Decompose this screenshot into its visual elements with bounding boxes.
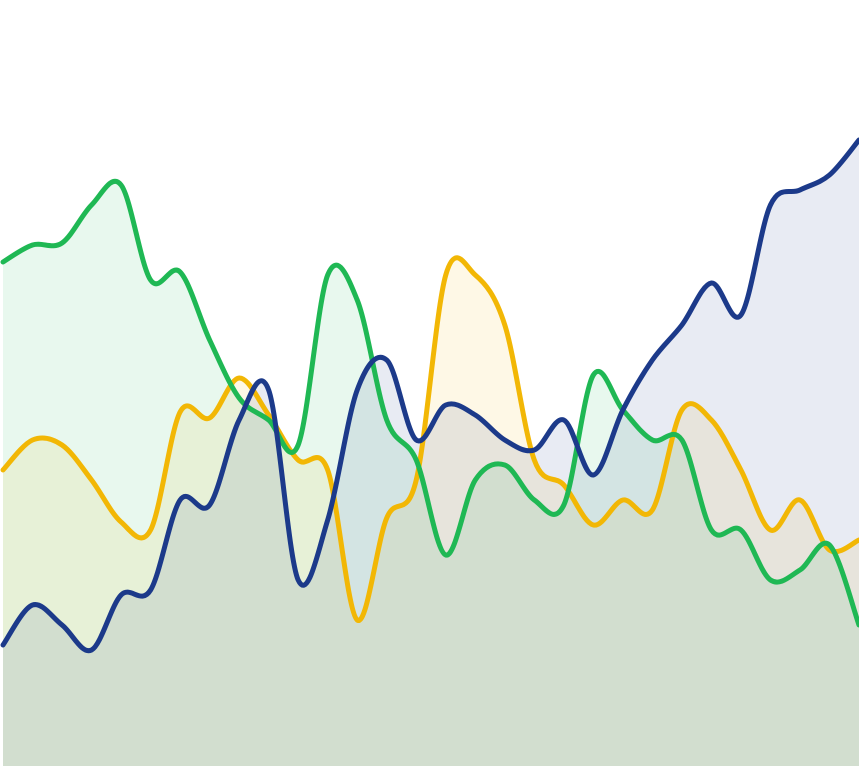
area (3, 140, 859, 766)
line (0, 179, 859, 628)
area (3, 181, 859, 766)
line (0, 137, 859, 654)
